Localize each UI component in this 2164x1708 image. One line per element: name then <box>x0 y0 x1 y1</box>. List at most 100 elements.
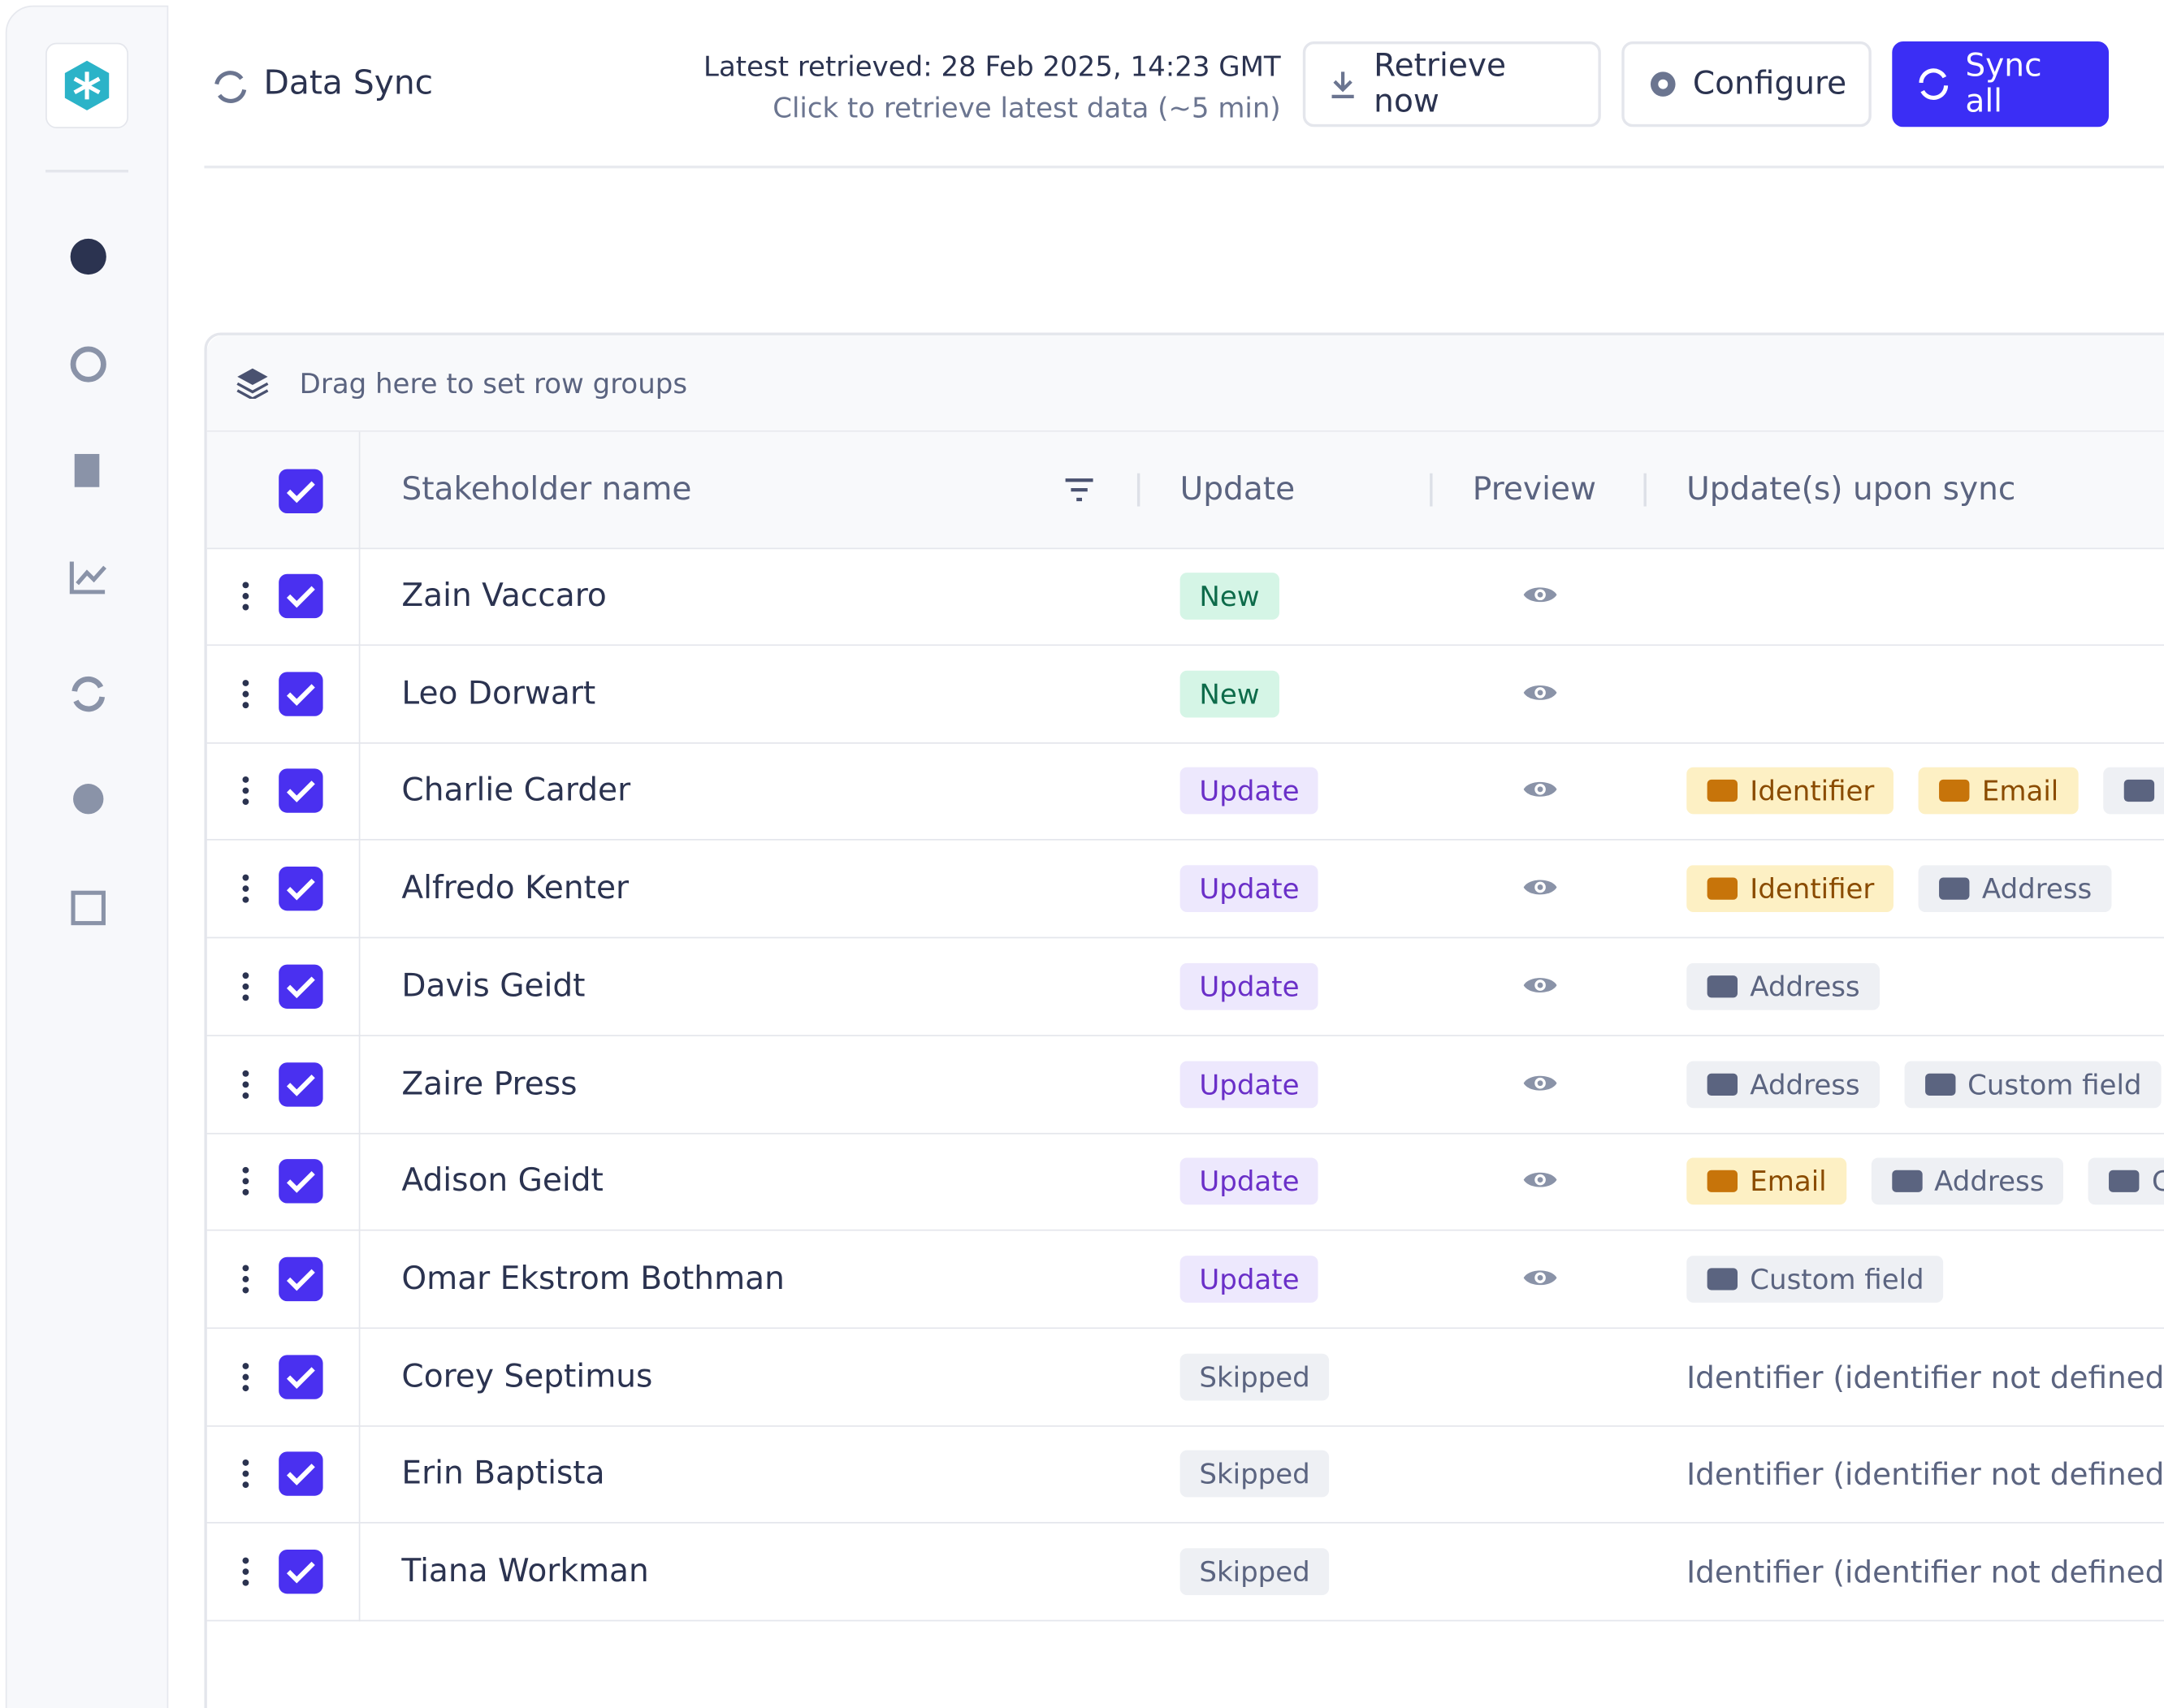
grid-row[interactable]: Leo Dorwart New <box>204 645 2164 744</box>
row-menu[interactable] <box>240 1459 252 1489</box>
tag-label: Identifier <box>1750 774 1875 808</box>
tag-label: Custom field <box>1750 1262 1924 1296</box>
row-menu[interactable] <box>240 1166 252 1196</box>
tag-icon <box>1707 1072 1738 1096</box>
sync-tag: Email <box>1686 1157 1846 1205</box>
row-checkbox[interactable] <box>277 573 324 620</box>
grid-row[interactable]: Omar Ekstrom Bothman Update Custom field <box>204 1230 2164 1329</box>
status-badge: New <box>1179 573 1279 620</box>
group-hint: Drag here to set row groups <box>299 366 688 400</box>
row-menu[interactable] <box>240 1264 252 1294</box>
row-menu[interactable] <box>240 971 252 1001</box>
row-menu[interactable] <box>240 1361 252 1391</box>
sync-icon <box>214 71 247 103</box>
nav-icons[interactable] <box>67 236 109 953</box>
column-header[interactable]: Stakeholder name <box>401 472 692 508</box>
header-row: Stakeholder name Update Preview Update(s… <box>206 431 2164 550</box>
row-checkbox[interactable] <box>277 1158 324 1205</box>
sync-tags: Identifier Address <box>1686 865 2164 915</box>
sync-tags: Address <box>1686 962 2164 1013</box>
stakeholder-name: Tiana Workman <box>401 1554 649 1590</box>
sync-note: Identifier (identifier not defined) <box>1686 1556 2164 1591</box>
tag-icon <box>1707 975 1738 998</box>
retrieve-button[interactable]: Retrieve now <box>1302 41 1601 128</box>
tag-label: Address <box>1750 1067 1860 1100</box>
preview-eye[interactable] <box>1522 678 1558 706</box>
tag-icon <box>1707 780 1738 802</box>
status-badge: Update <box>1179 1157 1319 1205</box>
rows: Zain Vaccaro New Leo Dorwart New Charlie Car… <box>0 547 2164 1708</box>
row-checkbox[interactable] <box>277 1061 324 1108</box>
logo[interactable] <box>45 42 129 129</box>
column-header[interactable]: Update(s) upon sync <box>1686 472 2016 508</box>
tag-icon <box>2109 1170 2140 1193</box>
sync-tag: Address <box>1918 865 2112 913</box>
preview-eye[interactable] <box>1522 1069 1558 1096</box>
grid-row[interactable]: Davis Geidt Update Address <box>204 937 2164 1036</box>
tag-icon <box>1707 1170 1738 1193</box>
sync-note: Identifier (identifier not defined) <box>1686 1361 2164 1396</box>
preview-eye[interactable] <box>1522 971 1558 999</box>
stakeholder-name: Omar Ekstrom Bothman <box>401 1260 785 1297</box>
row-checkbox[interactable] <box>277 865 324 912</box>
row-checkbox[interactable] <box>277 1256 324 1303</box>
sync-tags: Address Custom field <box>1686 1060 2164 1110</box>
grid <box>204 332 2164 1708</box>
select-all[interactable] <box>277 468 324 515</box>
status-badge: Skipped <box>1179 1353 1330 1400</box>
sync-tag: Custom field <box>2088 1157 2164 1205</box>
tag-icon <box>1707 1268 1738 1291</box>
grid-row[interactable]: Zain Vaccaro New <box>204 547 2164 646</box>
sync-tag: Custom field <box>1904 1060 2162 1108</box>
tag-label: Custom field <box>1967 1067 2142 1100</box>
row-menu[interactable] <box>240 678 252 708</box>
preview-eye[interactable] <box>1522 776 1558 803</box>
row-menu[interactable] <box>240 776 252 806</box>
row-checkbox[interactable] <box>277 963 324 1010</box>
preview-eye[interactable] <box>1522 581 1558 608</box>
sync-tag: Address <box>1686 962 1880 1010</box>
status-badge: Update <box>1179 1255 1319 1303</box>
preview-eye[interactable] <box>1522 874 1558 902</box>
column-header[interactable]: Update <box>1179 472 1296 508</box>
sync-tag: Address <box>2102 768 2164 815</box>
grid-row[interactable]: Adison Geidt Update Email Address Custom fie… <box>204 1133 2164 1231</box>
row-menu[interactable] <box>240 581 252 611</box>
preview-eye[interactable] <box>1522 1264 1558 1291</box>
configure-button[interactable]: Configure <box>1621 41 1872 128</box>
stakeholder-name: Zain Vaccaro <box>401 577 607 615</box>
sync-tags <box>1686 573 2164 622</box>
tag-icon <box>1707 877 1738 900</box>
grid-row[interactable]: Charlie Carder Update Identifier Email Addre… <box>204 742 2164 841</box>
row-menu[interactable] <box>240 1556 252 1586</box>
grid-row[interactable]: Alfredo Kenter Update Identifier Address <box>204 840 2164 939</box>
row-menu[interactable] <box>240 1069 252 1099</box>
stakeholder-name: Erin Baptista <box>401 1455 605 1493</box>
sync-all-button[interactable]: Sync all <box>1892 41 2110 128</box>
page-title: Data Sync <box>263 63 434 102</box>
status-badge: Update <box>1179 962 1319 1010</box>
row-checkbox[interactable] <box>277 1353 324 1400</box>
grid-row[interactable]: Erin Baptista Skipped Identifier (identifi… <box>204 1425 2164 1524</box>
grid-row[interactable]: Zaire Press Update Address Custom field <box>204 1036 2164 1134</box>
status-badge: Skipped <box>1179 1548 1330 1596</box>
preview-eye[interactable] <box>1522 1166 1558 1194</box>
status-badge: Skipped <box>1179 1451 1330 1498</box>
row-checkbox[interactable] <box>277 670 324 717</box>
column-header[interactable]: Preview <box>1472 472 1596 508</box>
sync-tags: Email Address Custom field <box>1686 1157 2164 1208</box>
tag-label: Identifier <box>1750 871 1875 906</box>
stakeholder-name: Alfredo Kenter <box>401 871 630 907</box>
row-checkbox[interactable] <box>277 768 324 815</box>
tag-icon <box>1924 1072 1955 1096</box>
row-checkbox[interactable] <box>277 1451 324 1498</box>
status-badge: Update <box>1179 768 1319 815</box>
grid-row[interactable]: Corey Septimus Skipped Identifier (identif… <box>204 1328 2164 1427</box>
sync-note: Identifier (identifier not defined) <box>1686 1459 2164 1494</box>
grid-row[interactable]: Tiana Workman Skipped Identifier (identifi… <box>204 1523 2164 1622</box>
row-menu[interactable] <box>240 874 252 904</box>
row-checkbox[interactable] <box>277 1548 324 1595</box>
button-label: Retrieve now <box>1374 48 1507 120</box>
